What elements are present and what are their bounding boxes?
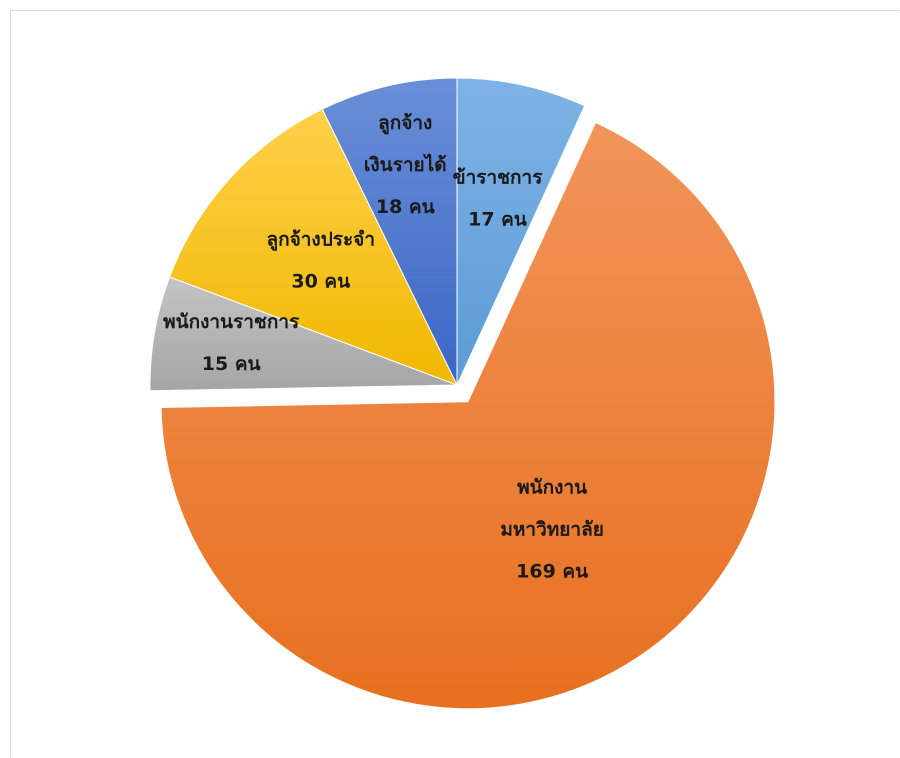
- slice-label: 18 คน: [376, 196, 435, 218]
- slice-label: มหาวิทยาลัย: [500, 519, 604, 541]
- slice-label: พนักงาน: [517, 477, 587, 499]
- pie-slice: [456, 77, 586, 386]
- slice-label: เงินรายได้: [364, 153, 447, 176]
- slice-label: ข้าราชการ: [453, 167, 544, 189]
- chart-frame: ข้าราชการ 17 คนพนักงานมหาวิทยาลัย 169 คน พน…: [10, 10, 899, 757]
- pie-slice: [160, 121, 776, 710]
- slice-label: ลูกจ้างประจำ: [266, 229, 375, 252]
- slice-label: 17 คน: [468, 209, 527, 231]
- slice-label: 15 คน: [202, 353, 261, 375]
- pie-slice: [321, 77, 458, 386]
- slice-label: 169 คน: [516, 561, 588, 583]
- slice-label: พนักงานราชการ: [163, 311, 300, 333]
- slice-label: ลูกจ้าง: [378, 112, 432, 135]
- pie-slices: [149, 77, 776, 710]
- pie-slice: [168, 108, 459, 386]
- slice-label: 30 คน: [291, 271, 350, 293]
